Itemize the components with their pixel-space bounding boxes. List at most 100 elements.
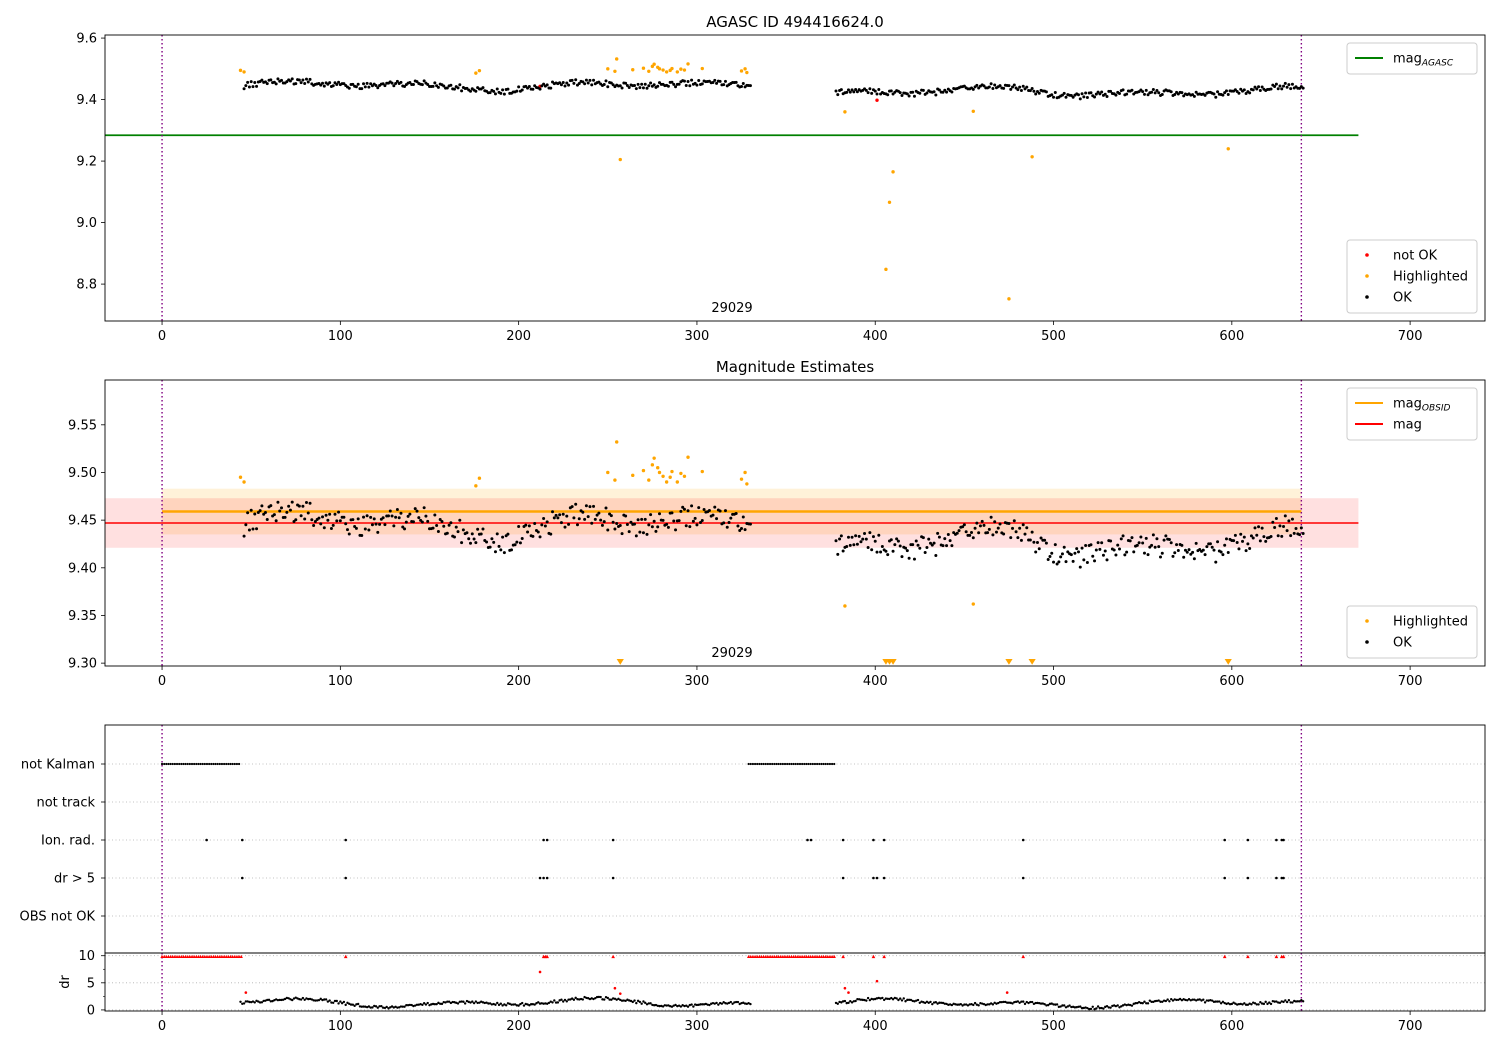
flag-point (806, 838, 809, 842)
ok-data-point (912, 94, 916, 98)
dr-data-point (380, 1004, 383, 1008)
flagged-data-point (682, 68, 687, 72)
dr-flagged-point (1005, 991, 1009, 994)
dr-data-point (1241, 1003, 1244, 1006)
flag-point (882, 876, 886, 880)
flag-point (771, 762, 774, 766)
ok-data-point (356, 517, 360, 521)
ok-data-point (1032, 540, 1036, 544)
ok-data-point (836, 552, 840, 556)
ok-data-point (1055, 562, 1059, 566)
dr-data-point (1266, 1002, 1269, 1006)
ok-data-point (363, 527, 367, 531)
ok-data-point (1294, 527, 1298, 531)
x-tick-label: 500 (1041, 329, 1066, 344)
x-tick-label: 500 (1041, 674, 1066, 689)
ok-data-point (686, 79, 690, 83)
ok-data-point (1241, 539, 1245, 543)
ok-data-point (1034, 550, 1038, 554)
dr-capped-marker (1246, 954, 1250, 959)
ok-data-point (328, 512, 332, 516)
dr-data-point (355, 1003, 358, 1006)
dr-data-point (307, 997, 310, 1001)
dr-data-point (494, 1003, 497, 1006)
ok-data-point (729, 516, 733, 520)
y-tick-label: 9.40 (68, 561, 97, 576)
ok-data-point (855, 90, 859, 94)
ok-data-point (575, 523, 579, 527)
ok-data-point (973, 526, 977, 530)
flag-point (545, 838, 549, 842)
dr-data-point (1291, 1001, 1294, 1004)
flag-point (538, 876, 542, 880)
ok-data-point (989, 82, 993, 86)
dr-data-point (381, 1006, 385, 1009)
ok-data-point (351, 518, 355, 522)
y-tick-label: 9.35 (68, 609, 97, 624)
dr-capped-marker (815, 954, 819, 958)
dr-flagged-point (244, 991, 248, 994)
dr-data-point (717, 1003, 720, 1006)
flagged-data-point (242, 480, 246, 484)
ok-data-point (1018, 85, 1022, 89)
ok-data-point (392, 524, 396, 528)
dr-data-point (743, 1002, 747, 1005)
y-tick-label: 10 (78, 949, 95, 964)
ok-data-point (543, 524, 547, 528)
ok-data-point (265, 517, 269, 521)
flag-point (240, 838, 244, 842)
ok-data-point (1085, 561, 1089, 565)
y-tick-label: 9.45 (68, 514, 97, 529)
ok-data-point (1151, 533, 1155, 537)
ok-data-point (1290, 82, 1294, 86)
ok-data-point (247, 528, 251, 532)
ok-data-point (627, 530, 631, 534)
ok-data-point (1235, 540, 1239, 544)
dr-data-point (529, 1003, 533, 1006)
flag-point (169, 762, 172, 766)
flagged-data-point (615, 440, 619, 444)
ok-data-point (1212, 92, 1216, 96)
ok-data-point (834, 89, 838, 93)
dr-data-point (997, 1001, 1000, 1005)
ok-data-point (1210, 545, 1214, 549)
ok-data-point (499, 91, 503, 95)
flagged-data-point (657, 470, 662, 475)
ok-data-point (561, 81, 565, 85)
ok-data-point (1019, 538, 1023, 542)
flagged-data-point (242, 70, 246, 74)
flag-point (788, 762, 791, 766)
ok-data-point (1025, 85, 1029, 89)
ok-data-point (713, 78, 717, 82)
ok-data-point (253, 512, 257, 516)
ok-data-point (638, 530, 642, 534)
dr-capped-marker (809, 954, 813, 958)
ok-data-point (1258, 539, 1262, 543)
dr-data-point (594, 996, 597, 1000)
ok-data-point (620, 532, 624, 536)
dr-data-point (253, 1001, 256, 1004)
ok-data-point (353, 524, 357, 528)
ok-data-point (734, 512, 738, 516)
ok-data-point (274, 519, 278, 523)
flagged-data-point (679, 67, 683, 71)
ok-data-point (249, 508, 253, 512)
ok-data-point (1185, 550, 1189, 554)
ok-data-point (536, 530, 540, 534)
dr-data-point (722, 1001, 725, 1004)
flagged-data-point (615, 57, 619, 61)
ok-data-point (247, 85, 251, 89)
dr-data-point (1246, 1003, 1250, 1007)
ok-data-point (1030, 530, 1034, 534)
ok-data-point (294, 518, 298, 522)
ok-data-point (290, 500, 294, 504)
ok-data-point (401, 525, 405, 529)
dr-data-point (1253, 1002, 1257, 1005)
ok-data-point (688, 84, 692, 88)
ok-data-point (344, 522, 348, 526)
flag-point (1223, 876, 1226, 880)
dr-data-point (615, 998, 618, 1001)
x-tick-label: 100 (328, 329, 353, 344)
dr-data-point (645, 1003, 649, 1006)
ok-data-point (618, 523, 622, 527)
